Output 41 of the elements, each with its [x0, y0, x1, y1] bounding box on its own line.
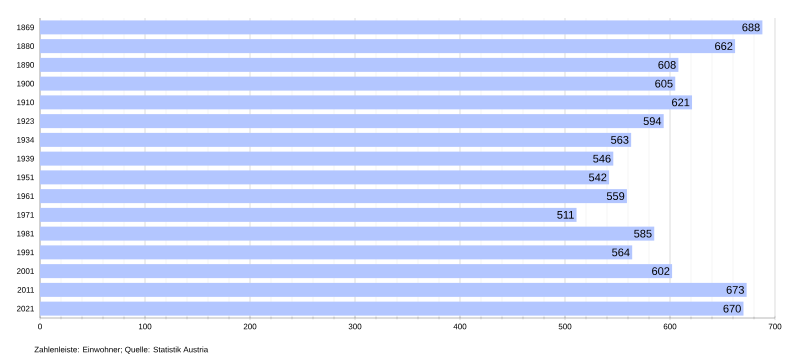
y-tick-label: 1890: [17, 62, 34, 68]
data-label: 564: [612, 248, 630, 256]
data-label: 559: [606, 192, 624, 200]
y-tick-label: 1880: [17, 43, 34, 49]
x-tick-label: 500: [558, 324, 572, 330]
y-tick-label: 1939: [17, 156, 34, 162]
y-tick-label: 2021: [16, 306, 34, 312]
data-label: 688: [742, 23, 760, 32]
data-label: 602: [652, 267, 670, 276]
x-tick-label: 400: [454, 324, 466, 330]
y-tick-label: 1869: [17, 24, 34, 30]
data-label: 563: [611, 136, 628, 144]
x-tick-label: 100: [138, 324, 152, 330]
y-tick-label: 2011: [18, 287, 34, 293]
y-tick-label: 1981: [17, 230, 34, 236]
y-tick-label: 1951: [17, 174, 34, 180]
data-label: 546: [593, 154, 611, 163]
y-tick-label: 1910: [17, 100, 34, 106]
data-label: 605: [655, 80, 673, 88]
data-label: 542: [588, 173, 606, 182]
y-tick-label: 1961: [17, 193, 34, 199]
x-tick-label: 700: [768, 324, 782, 330]
x-tick-label: 200: [244, 324, 256, 330]
data-label: 621: [672, 98, 690, 106]
x-tick-label: 0: [38, 324, 42, 330]
y-tick-label: 1991: [17, 250, 34, 256]
data-label: 662: [715, 42, 732, 50]
data-label: 670: [724, 304, 741, 313]
text: Zahlenleiste: Einwohner; Quelle: Statistik Austria: [34, 346, 208, 354]
data-label: 608: [658, 60, 676, 69]
x-tick-label: 300: [348, 324, 362, 330]
y-tick-label: 1923: [17, 118, 34, 124]
y-tick-label: 1971: [17, 212, 34, 218]
data-label: 673: [726, 286, 744, 294]
y-tick-label: 1934: [17, 137, 34, 143]
data-label: 585: [634, 230, 652, 238]
data-label: 511: [557, 211, 574, 219]
data-label: 594: [644, 117, 662, 126]
x-tick-label: 600: [664, 324, 676, 330]
y-tick-label: 2001: [16, 268, 34, 274]
y-tick-label: 1900: [17, 80, 34, 86]
